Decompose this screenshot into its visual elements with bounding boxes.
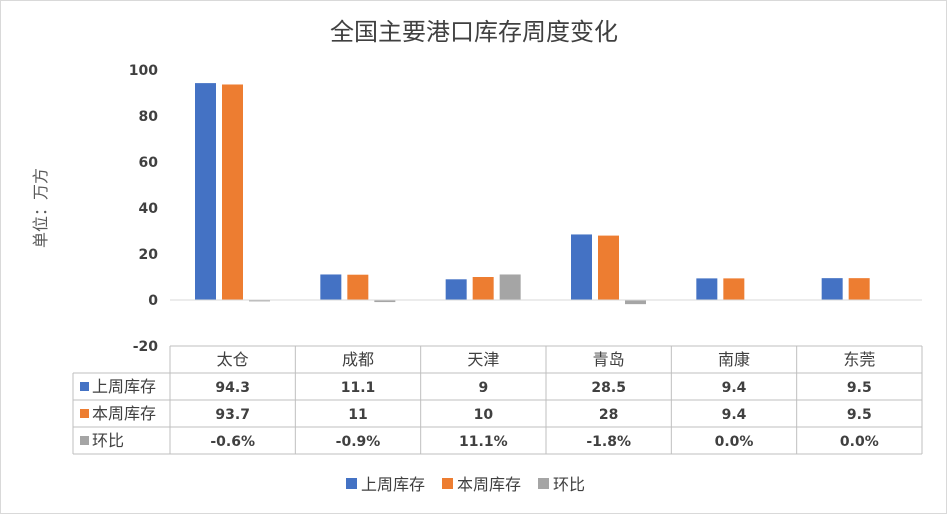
- table-series-key: [80, 409, 89, 418]
- y-tick-labels: 100 80 60 40 20 0 -20: [129, 63, 158, 355]
- bar-1-5: [848, 278, 870, 300]
- table-row-label: 环比: [92, 431, 124, 450]
- y-tick-label: 100: [129, 63, 158, 79]
- table-cell: 9.4: [722, 380, 747, 396]
- table-cell: -0.6%: [210, 434, 255, 450]
- legend-swatch: [346, 478, 357, 489]
- table-cell: 11.1%: [459, 434, 508, 450]
- legend-label: 本周库存: [457, 475, 521, 494]
- table-cell: 0.0%: [715, 434, 754, 450]
- table-row-label: 本周库存: [92, 404, 156, 423]
- table-cell: 9.4: [722, 407, 747, 423]
- table-cell: 9.5: [847, 407, 872, 423]
- table-cell: 10: [474, 407, 494, 423]
- bar-1-0: [222, 84, 243, 301]
- bar-1-4: [723, 278, 745, 300]
- table-cell: 9.5: [847, 380, 872, 396]
- chart-title: 全国主要港口库存周度变化: [330, 18, 618, 46]
- bar-2-3: [625, 300, 646, 305]
- y-tick-label: -20: [133, 339, 159, 355]
- legend-swatch: [442, 478, 453, 489]
- x-tick-label: 太仓: [217, 350, 249, 369]
- x-tick-label: 东莞: [843, 350, 875, 369]
- bar-0-2: [445, 279, 467, 300]
- table-series-key: [80, 436, 89, 445]
- table-cell: -1.8%: [586, 434, 631, 450]
- legend: 上周库存 本周库存 环比: [346, 475, 585, 494]
- bar-0-1: [320, 274, 342, 300]
- bar-1-1: [347, 274, 369, 300]
- table-cell: 0.0%: [840, 434, 879, 450]
- legend-swatch: [538, 478, 549, 489]
- y-tick-label: 20: [139, 247, 159, 263]
- table-cell: 93.7: [215, 407, 250, 423]
- x-tick-label: 天津: [467, 350, 499, 369]
- bar-2-1: [374, 300, 396, 303]
- table-cell: 94.3: [215, 380, 250, 396]
- table-cell: 11: [348, 407, 367, 423]
- table-series-key: [80, 382, 89, 391]
- table-cell: -0.9%: [336, 434, 381, 450]
- table-cell: 28: [599, 407, 618, 423]
- table-row-label: 上周库存: [92, 377, 156, 396]
- x-tick-label: 青岛: [593, 350, 625, 369]
- y-tick-label: 60: [139, 155, 159, 171]
- x-tick-label: 南康: [718, 350, 750, 369]
- y-tick-label: 0: [148, 293, 158, 309]
- bar-0-5: [821, 278, 843, 300]
- legend-label: 上周库存: [361, 475, 425, 494]
- bar-0-0: [195, 83, 216, 300]
- bar-0-4: [696, 278, 718, 300]
- bar-2-2: [499, 274, 521, 300]
- plot-area: [170, 83, 922, 305]
- legend-label: 环比: [553, 475, 585, 494]
- bar-0-3: [571, 234, 592, 300]
- bar-2-0: [249, 300, 270, 302]
- bar-1-3: [598, 235, 619, 300]
- bar-1-2: [472, 277, 494, 300]
- y-tick-label: 40: [139, 201, 159, 217]
- y-tick-label: 80: [139, 109, 159, 125]
- y-axis-title: 单位：万方: [31, 168, 50, 248]
- table-cell: 9: [478, 380, 488, 396]
- table-cell: 11.1: [341, 380, 376, 396]
- table-cell: 28.5: [591, 380, 626, 396]
- x-tick-label: 成都: [342, 350, 374, 369]
